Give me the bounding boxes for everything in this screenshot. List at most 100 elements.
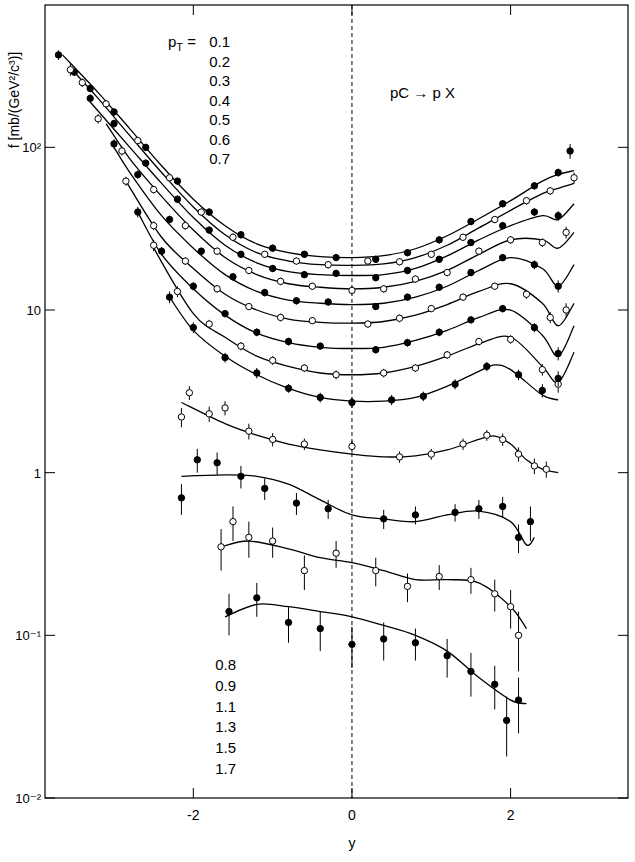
data-point — [269, 436, 275, 442]
data-point — [349, 399, 355, 405]
data-point — [285, 619, 291, 625]
data-point — [166, 216, 172, 222]
data-point — [293, 298, 299, 304]
fit-curve — [138, 212, 574, 356]
data-point — [555, 212, 561, 218]
data-point — [277, 278, 283, 284]
y-tick — [618, 798, 628, 799]
data-point — [103, 101, 109, 107]
y-tick — [45, 635, 55, 636]
data-point — [499, 201, 505, 207]
data-point — [190, 324, 196, 330]
data-point — [388, 397, 394, 403]
legend-entry: 0.4 — [209, 92, 230, 109]
chart-svg: -20210⁻²10⁻¹11010²yf [mb/(GeV²/c³)]pC → … — [0, 0, 635, 862]
data-point — [269, 357, 275, 363]
data-point — [507, 237, 513, 243]
data-point — [285, 338, 291, 344]
error-bar — [506, 697, 507, 757]
data-point — [254, 370, 260, 376]
data-point — [87, 95, 93, 101]
data-point — [301, 365, 307, 371]
data-point — [428, 305, 434, 311]
data-point — [222, 354, 228, 360]
data-point — [412, 640, 418, 646]
y-tick-label: 10² — [22, 140, 41, 155]
legend-entry: 0.2 — [209, 53, 230, 70]
data-point — [563, 229, 569, 235]
data-point — [178, 414, 184, 420]
y-tick — [45, 310, 55, 311]
data-point — [380, 516, 386, 522]
data-point — [166, 175, 172, 181]
data-point — [325, 261, 331, 267]
data-point — [119, 148, 125, 154]
data-point — [111, 120, 117, 126]
data-point — [269, 538, 275, 544]
legend-entry: 0.6 — [209, 131, 230, 148]
data-point — [563, 307, 569, 313]
fit-curve — [181, 403, 558, 473]
data-point — [567, 148, 573, 154]
y-tick — [618, 472, 628, 473]
data-point — [262, 251, 268, 257]
data-point — [301, 441, 307, 447]
data-point — [178, 495, 184, 501]
data-point — [333, 270, 339, 276]
data-point — [404, 583, 410, 589]
legend-entry: 0.1 — [209, 33, 230, 50]
data-point — [531, 261, 537, 267]
data-point — [174, 178, 180, 184]
data-point — [349, 641, 355, 647]
data-point — [468, 269, 474, 275]
y-tick-label: 10⁻¹ — [15, 628, 41, 643]
data-point — [226, 608, 232, 614]
data-point — [380, 286, 386, 292]
data-point — [230, 274, 236, 280]
data-point — [404, 294, 410, 300]
data-point — [150, 242, 156, 248]
data-point — [412, 276, 418, 282]
data-point — [95, 115, 101, 121]
legend-entry: 0.5 — [209, 111, 230, 128]
y-tick — [618, 310, 628, 311]
data-point — [515, 372, 521, 378]
data-point — [222, 405, 228, 411]
data-point — [254, 329, 260, 335]
data-point — [444, 352, 450, 358]
data-point — [317, 343, 323, 349]
data-point — [198, 248, 204, 254]
data-point — [238, 343, 244, 349]
data-point — [182, 222, 188, 228]
data-point — [555, 375, 561, 381]
data-point — [420, 393, 426, 399]
data-point — [531, 183, 537, 189]
fit-curve — [106, 124, 574, 289]
data-point — [515, 451, 521, 457]
data-point — [317, 394, 323, 400]
data-point — [285, 385, 291, 391]
data-point — [349, 287, 355, 293]
data-point — [55, 52, 61, 58]
data-point — [507, 336, 513, 342]
data-point — [436, 573, 442, 579]
data-point — [555, 169, 561, 175]
data-point — [555, 283, 561, 289]
data-point — [182, 258, 188, 264]
data-point — [523, 197, 529, 203]
data-point — [373, 347, 379, 353]
data-point — [150, 222, 156, 228]
data-point — [380, 370, 386, 376]
data-point — [111, 141, 117, 147]
x-tick — [510, 788, 511, 798]
y-tick-label: 1 — [34, 466, 41, 481]
data-point — [317, 625, 323, 631]
data-point — [325, 299, 331, 305]
legend-entry: 1.7 — [215, 760, 236, 777]
data-point — [254, 595, 260, 601]
data-point — [206, 227, 212, 233]
data-point — [309, 283, 315, 289]
data-point — [571, 175, 577, 181]
data-point — [166, 294, 172, 300]
data-point — [143, 160, 149, 166]
